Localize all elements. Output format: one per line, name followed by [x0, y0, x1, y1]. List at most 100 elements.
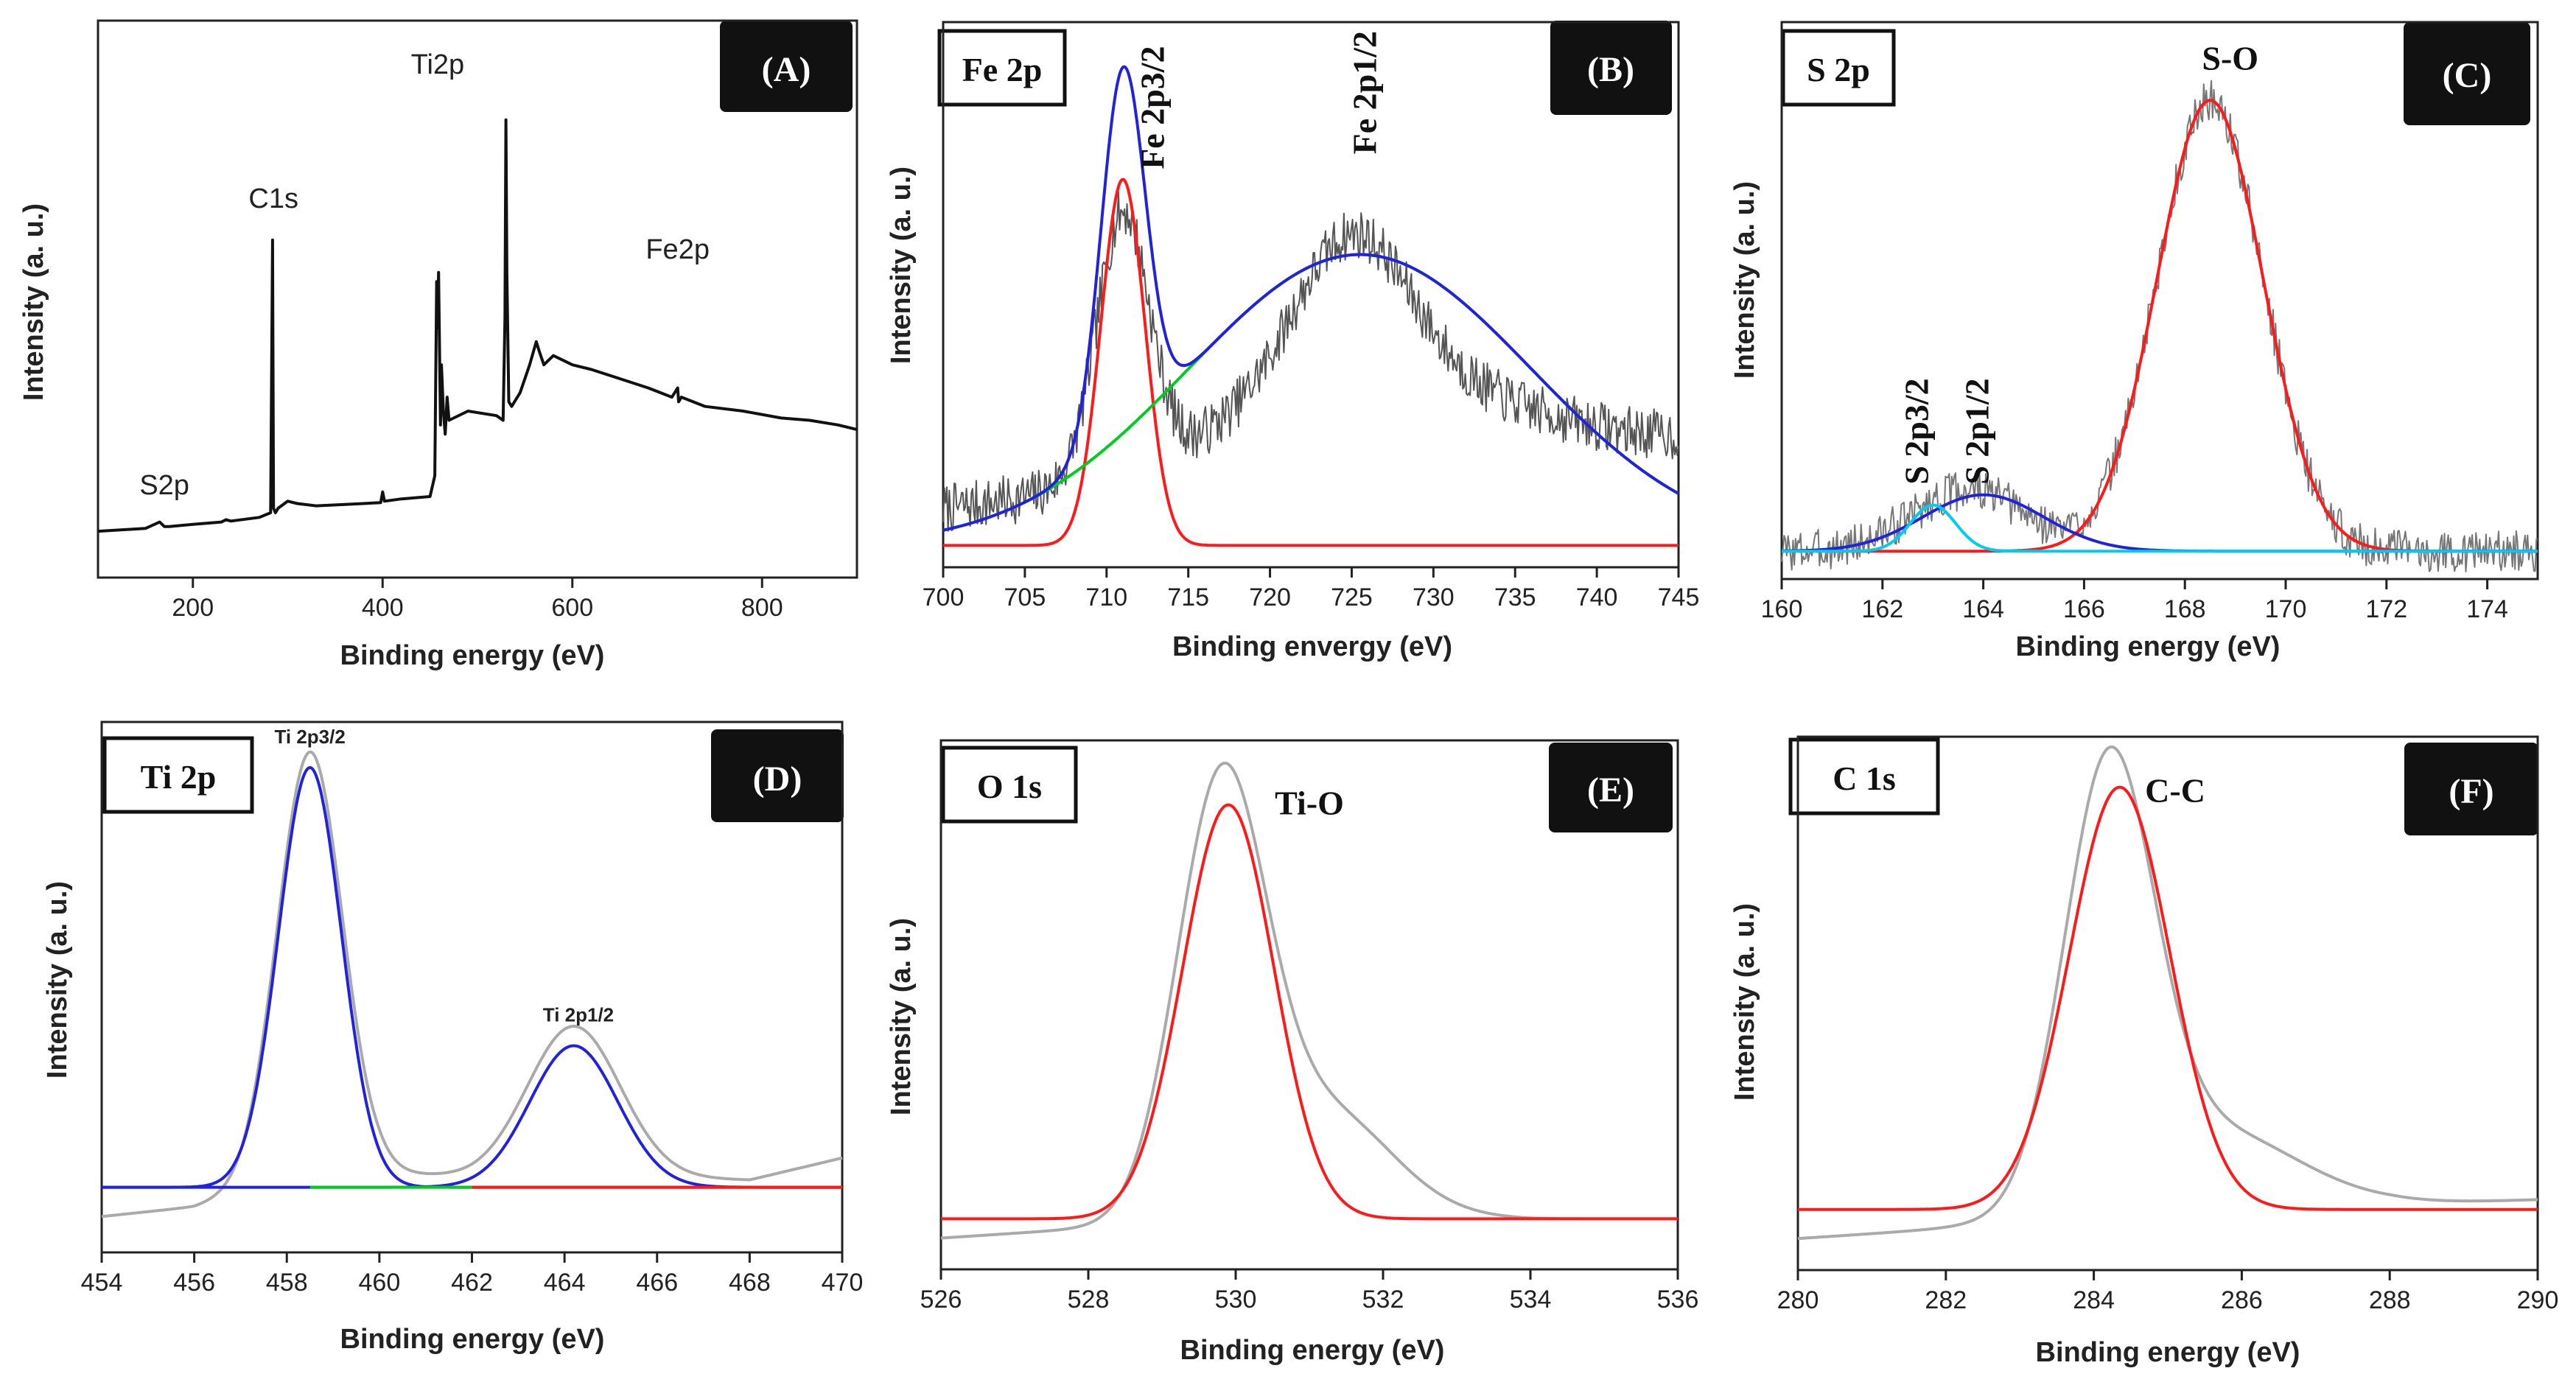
- x-tick-label: 466: [636, 1269, 678, 1297]
- plot-frame: [939, 739, 1679, 1271]
- panel-b-element-box: [937, 29, 1067, 107]
- peak-label: C1s: [248, 183, 298, 214]
- x-tick-label: 462: [451, 1269, 493, 1297]
- panel-d-element-box: [102, 736, 254, 814]
- panel-b: Intensity (a. u.) Binding envergy (eV) F…: [886, 21, 1672, 662]
- x-tick-label: 454: [81, 1269, 123, 1297]
- x-tick-label: 468: [729, 1269, 771, 1297]
- panel-a: Intensity (a. u.) Binding energy (eV) (A…: [18, 21, 853, 671]
- x-tick-label: 286: [2221, 1286, 2263, 1314]
- panel-d-plot: 454 456 458 460 462 464 466 468 470 Ti 2p3/2 Ti 2p…: [81, 720, 864, 1297]
- panel-b-letter-box: [1550, 21, 1672, 115]
- panel-c-element-box: [1781, 29, 1896, 107]
- x-tick-label: 745: [1658, 583, 1700, 611]
- series-envelope: [942, 65, 1679, 532]
- x-tick-label: 460: [359, 1269, 401, 1297]
- panel-e-element-label: O 1s: [977, 768, 1042, 805]
- series-raw: [942, 191, 1679, 532]
- plot-frame: [1796, 735, 2539, 1272]
- peak-label: C-C: [2145, 771, 2205, 809]
- x-tick-label: 464: [544, 1269, 586, 1297]
- panel-b-letter: (B): [1587, 50, 1634, 89]
- panel-d-ylabel: Intensity (a. u.): [42, 881, 73, 1079]
- x-tick-label: 164: [1962, 595, 2004, 623]
- peak-label: Ti2p: [411, 49, 465, 80]
- x-tick-label: 168: [2164, 595, 2206, 623]
- x-tick-label: 290: [2517, 1286, 2559, 1314]
- x-tick-label: 280: [1777, 1286, 1819, 1314]
- peak-label: Ti 2p1/2: [543, 1003, 614, 1025]
- x-tick-label: 282: [1925, 1286, 1967, 1314]
- x-tick-label: 162: [1861, 595, 1903, 623]
- panel-e: Intensity (a. u.) Binding energy (eV) O …: [886, 743, 1673, 1366]
- panel-e-ylabel: Intensity (a. u.): [886, 918, 917, 1115]
- panel-f-letter: (F): [2449, 772, 2493, 811]
- panel-a-xlabel: Binding energy (eV): [340, 640, 605, 671]
- panel-f: Intensity (a. u.) Binding energy (eV) C …: [1729, 737, 2538, 1368]
- x-tick-label: 534: [1510, 1286, 1552, 1314]
- peak-label: S2p: [139, 470, 189, 501]
- x-tick-label: 456: [173, 1269, 215, 1297]
- x-tick-label: 458: [266, 1269, 308, 1297]
- x-tick-label: 172: [2365, 595, 2407, 623]
- x-tick-label: 700: [923, 583, 965, 611]
- panel-c-xlabel: Binding energy (eV): [2016, 631, 2281, 662]
- panel-b-xlabel: Binding envergy (eV): [1172, 631, 1452, 662]
- x-tick-label: 740: [1576, 583, 1618, 611]
- x-tick-label: 400: [362, 594, 404, 622]
- panel-b-plot: 700 705 710 715 720 725 730 735 740 745 Fe 2p3/2 Fe…: [923, 21, 1700, 611]
- panel-f-plot: 280 282 284 286 288 290 C-C: [1777, 735, 2559, 1314]
- panel-e-letter-box: [1549, 743, 1673, 832]
- panel-c: Intensity (a. u.) Binding energy (eV) S …: [1729, 22, 2530, 662]
- x-tick-label: 710: [1085, 583, 1127, 611]
- panel-d-element-label: Ti 2p: [141, 758, 217, 796]
- x-tick-label: 720: [1249, 583, 1291, 611]
- x-tick-label: 735: [1494, 583, 1536, 611]
- x-tick-label: 170: [2265, 595, 2307, 623]
- panel-e-letter: (E): [1587, 771, 1634, 810]
- x-tick-label: 160: [1761, 595, 1803, 623]
- x-tick-label: 288: [2369, 1286, 2411, 1314]
- series-s-2p3-2-fit: [1781, 503, 2538, 553]
- x-tick-label: 600: [551, 594, 593, 622]
- panel-f-xlabel: Binding energy (eV): [2036, 1337, 2300, 1368]
- panel-a-letter-box: [720, 21, 853, 112]
- panel-e-xlabel: Binding energy (eV): [1180, 1335, 1445, 1366]
- panel-b-ylabel: Intensity (a. u.): [886, 166, 917, 364]
- peak-label: Fe 2p1/2: [1346, 31, 1384, 154]
- peak-label: Ti-O: [1275, 785, 1344, 822]
- plot-frame: [97, 19, 858, 579]
- panel-a-plot: 200400600800S2pC1sTi2pO1sFe2p: [97, 19, 858, 622]
- x-tick-label: 536: [1657, 1286, 1699, 1314]
- x-tick-label: 174: [2466, 595, 2508, 623]
- peak-label: S 2p3/2: [1897, 378, 1935, 484]
- panel-f-letter-box: [2404, 743, 2538, 835]
- x-tick-label: 530: [1215, 1286, 1257, 1314]
- peak-label: S-O: [2202, 39, 2258, 77]
- x-tick-label: 730: [1413, 583, 1455, 611]
- plot-frame: [1780, 21, 2539, 581]
- panel-d-letter: (D): [753, 760, 802, 799]
- peak-label: Fe2p: [645, 234, 710, 265]
- panel-a-ylabel: Intensity (a. u.): [18, 203, 49, 401]
- x-tick-label: 470: [822, 1269, 864, 1297]
- x-tick-label: 528: [1068, 1286, 1110, 1314]
- x-tick-label: 526: [920, 1286, 962, 1314]
- series-c-c-fit: [1797, 785, 2538, 1211]
- panel-e-element-box: [941, 746, 1078, 824]
- series-raw: [101, 750, 843, 1219]
- panel-e-plot: 526 528 530 532 534 536 Ti-O: [920, 739, 1699, 1314]
- x-tick-label: 800: [741, 594, 783, 622]
- panel-c-letter: (C): [2443, 56, 2492, 95]
- series-fe-2p3-2-fit: [942, 178, 1679, 547]
- peak-label: Ti 2p3/2: [274, 726, 345, 748]
- plot-frame: [942, 21, 1680, 569]
- panel-f-element-label: C 1s: [1833, 760, 1896, 797]
- x-tick-label: 166: [2063, 595, 2105, 623]
- peak-label: Fe 2p3/2: [1133, 46, 1171, 169]
- peak-label: S 2p1/2: [1958, 378, 1995, 484]
- x-tick-label: 532: [1362, 1286, 1404, 1314]
- x-tick-label: 715: [1167, 583, 1209, 611]
